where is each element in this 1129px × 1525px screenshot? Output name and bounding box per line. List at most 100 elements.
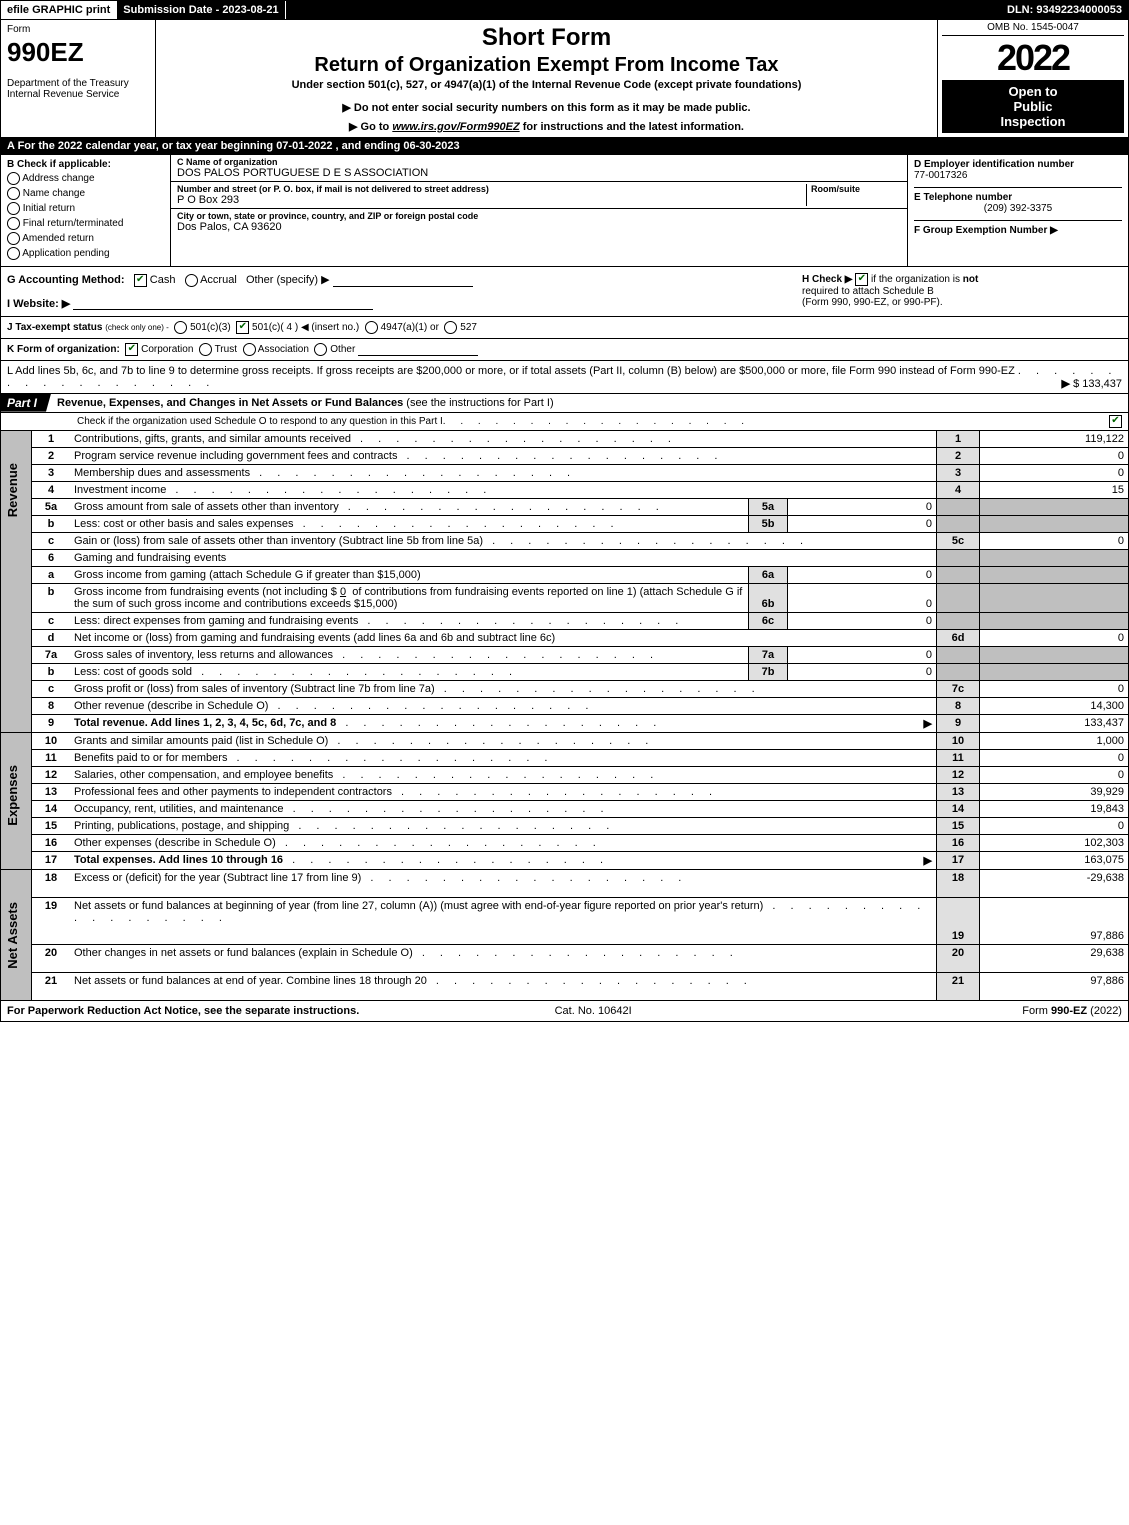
line-no: 20 [32,945,71,973]
checkbox-icon[interactable]: ✔ [125,343,138,356]
line-no: c [32,680,71,697]
g-cash: Cash [150,274,176,286]
radio-icon[interactable] [7,187,20,200]
org-name: DOS PALOS PORTUGUESE D E S ASSOCIATION [177,167,901,179]
l12-desc: Salaries, other compensation, and employ… [74,769,333,781]
b-opt-pending-label: Application pending [22,248,109,259]
checkbox-icon[interactable]: ✔ [236,321,249,334]
line-no: 6 [32,549,71,566]
radio-icon[interactable] [7,217,20,230]
out-lbl: 11 [937,749,980,766]
line-no: c [32,532,71,549]
org-phone: (209) 392-3375 [914,203,1122,221]
line-no: 12 [32,766,71,783]
radio-icon[interactable] [7,247,20,260]
radio-icon[interactable] [185,274,198,287]
part1-title-text: Revenue, Expenses, and Changes in Net As… [57,397,403,409]
radio-icon[interactable] [199,343,212,356]
efile-label: efile GRAPHIC print [1,1,117,19]
l6b-blank: 0 [340,586,346,598]
line-no: 16 [32,834,71,851]
radio-icon[interactable] [243,343,256,356]
line-desc: Gross sales of inventory, less returns a… [70,646,749,663]
c-name-label: C Name of organization [177,157,901,167]
line-no: 5a [32,498,71,515]
dots [351,433,677,445]
footer-form-code: 990-EZ [1051,1005,1087,1017]
line-no: 17 [32,851,71,869]
footer-form-suffix: (2022) [1090,1005,1122,1017]
line-desc: Benefits paid to or for members [70,749,937,766]
checkbox-icon[interactable]: ✔ [855,273,868,286]
inner-lbl: 7a [749,646,788,663]
l21-desc: Net assets or fund balances at end of ye… [74,975,427,987]
line-no: d [32,629,71,646]
l8-desc: Other revenue (describe in Schedule O) [74,700,268,712]
dots [333,769,659,781]
l16-desc: Other expenses (describe in Schedule O) [74,837,276,849]
omb-number: OMB No. 1545-0047 [942,22,1124,36]
section-b: B Check if applicable: Address change Na… [1,155,171,266]
checkbox-icon[interactable]: ✔ [1109,415,1122,428]
inner-val: 0 [788,663,937,680]
radio-icon[interactable] [365,321,378,334]
grey-cell [980,663,1129,680]
expenses-side-label: Expenses [1,732,32,869]
radio-icon[interactable] [444,321,457,334]
org-ein: 77-0017326 [914,170,1122,188]
k-other-blank [358,343,478,356]
j-prefix: J Tax-exempt status [7,322,102,333]
radio-icon[interactable] [174,321,187,334]
out-val: 19,843 [980,800,1129,817]
l11-desc: Benefits paid to or for members [74,752,227,764]
form-word: Form [7,24,149,35]
b-label: B Check if applicable: [7,159,164,170]
radio-icon[interactable] [314,343,327,356]
l7b-desc: Less: cost of goods sold [74,666,192,678]
out-val: 0 [980,464,1129,481]
inner-val: 0 [788,498,937,515]
title-short: Short Form [164,24,929,52]
line-no: c [32,612,71,629]
line-desc: Gross income from gaming (attach Schedul… [70,566,749,583]
radio-icon[interactable] [7,202,20,215]
netassets-side-text: Net Assets [5,872,20,999]
i-label: I Website: ▶ [7,298,70,310]
b-opt-initial: Initial return [7,202,164,215]
section-g: G Accounting Method: ✔ Cash Accrual Othe… [7,273,802,310]
irs-link[interactable]: www.irs.gov/Form990EZ [392,121,519,133]
subhead3-suffix: for instructions and the latest informat… [523,121,744,133]
section-d: D Employer identification number 77-0017… [908,155,1128,266]
c-room-label: Room/suite [811,184,901,194]
inner-val: 0 [788,566,937,583]
j-o2: 501(c)( 4 ) ◀ (insert no.) [252,322,359,333]
c-street-label: Number and street (or P. O. box, if mail… [177,184,806,194]
grey-cell [980,566,1129,583]
line-desc: Investment income [70,481,937,498]
b-opt-name-label: Name change [23,188,85,199]
j-o1: 501(c)(3) [190,322,231,333]
dots [268,700,594,712]
grey-cell [937,515,980,532]
line-desc: Excess or (deficit) for the year (Subtra… [70,869,937,897]
radio-icon[interactable] [7,232,20,245]
out-val: 102,303 [980,834,1129,851]
checkbox-icon[interactable]: ✔ [134,274,147,287]
inner-lbl: 6b [749,583,788,612]
b-opt-final-label: Final return/terminated [23,218,124,229]
grey-cell [980,583,1129,612]
open1: Open to [946,84,1120,99]
form-header: Form 990EZ Department of the Treasury In… [0,20,1129,138]
out-lbl: 17 [937,851,980,869]
line-desc: Gross income from fundraising events (no… [70,583,749,612]
line-no: 4 [32,481,71,498]
part1-check-row: Check if the organization used Schedule … [0,413,1129,430]
section-i: I Website: ▶ [7,287,802,310]
radio-icon[interactable] [7,172,20,185]
k-o4: Other [330,344,355,355]
grey-cell [937,498,980,515]
out-lbl: 18 [937,869,980,897]
open2: Public [946,99,1120,114]
out-lbl: 20 [937,945,980,973]
dots [336,717,662,729]
